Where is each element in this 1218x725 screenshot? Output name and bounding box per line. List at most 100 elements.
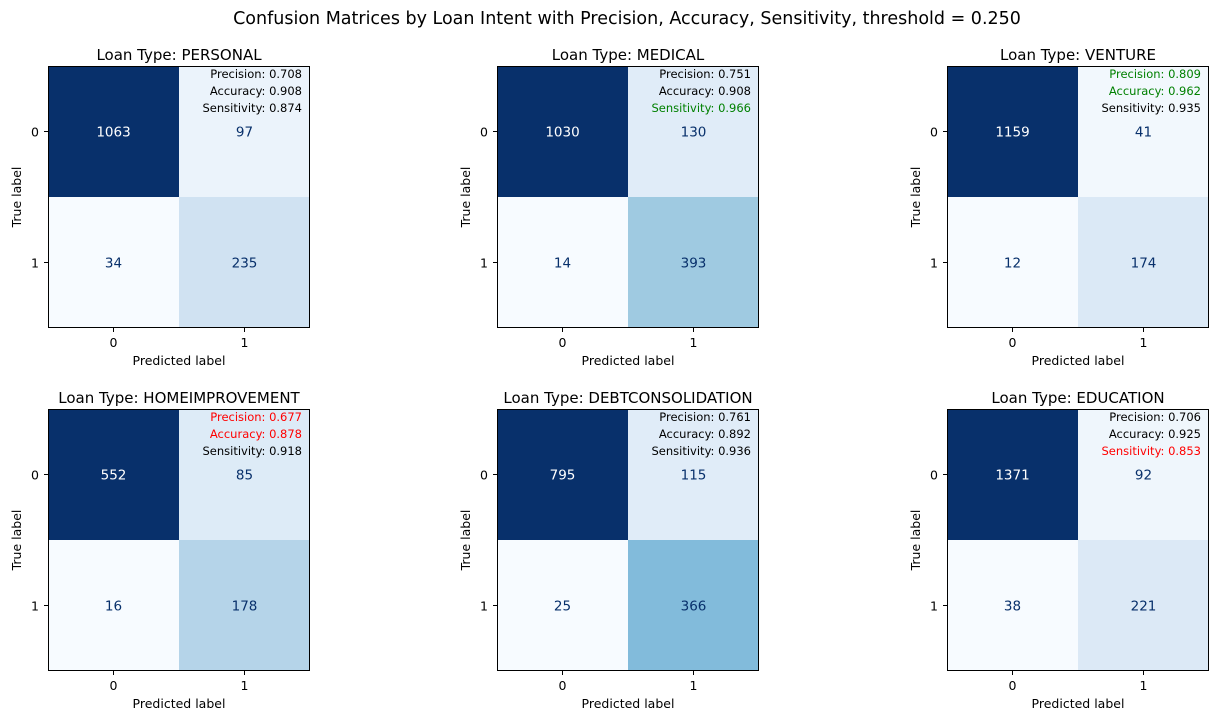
panel-title: Loan Type: PERSONAL — [96, 46, 262, 64]
matrix-cell — [628, 66, 759, 197]
x-axis-label: Predicted label — [582, 353, 675, 368]
metric-label: Sensitivity: 0.935 — [1102, 101, 1202, 115]
y-tick-label: 0 — [31, 468, 39, 483]
matrix-cell — [48, 409, 179, 540]
matrix-cell — [497, 540, 628, 671]
panel-frame — [947, 66, 1209, 328]
confusion-panel: Loan Type: MEDICAL 1030 130 14 393 0 0 1 1 Predic… — [458, 46, 759, 368]
cell-value-label: 221 — [1131, 599, 1157, 615]
y-tick-label: 0 — [31, 125, 39, 140]
confusion-panel: Loan Type: PERSONAL 1063 97 34 235 0 0 1 1 Predic… — [9, 46, 310, 368]
y-axis-label: True label — [908, 167, 923, 229]
y-tick-label: 1 — [930, 256, 938, 271]
y-axis-label: True label — [458, 510, 473, 572]
x-tick-label: 0 — [1009, 335, 1017, 350]
panel-title: Loan Type: MEDICAL — [552, 46, 705, 64]
x-tick-label: 0 — [110, 335, 118, 350]
metric-label: Precision: 0.677 — [210, 410, 302, 424]
x-tick-label: 1 — [241, 335, 249, 350]
matrix-cell — [947, 540, 1078, 671]
metric-label: Accuracy: 0.878 — [210, 427, 302, 441]
cell-value-label: 1159 — [995, 125, 1029, 141]
x-tick-label: 0 — [559, 678, 567, 693]
cell-value-label: 16 — [105, 599, 122, 615]
cell-value-label: 174 — [1131, 256, 1157, 272]
y-axis-label: True label — [9, 510, 24, 572]
metric-label: Accuracy: 0.892 — [659, 427, 751, 441]
metric-label: Precision: 0.809 — [1109, 67, 1201, 81]
cell-value-label: 235 — [232, 256, 258, 272]
cell-value-label: 366 — [681, 599, 707, 615]
x-tick-label: 0 — [110, 678, 118, 693]
cell-value-label: 34 — [105, 256, 122, 272]
y-tick-label: 1 — [480, 599, 488, 614]
cell-value-label: 97 — [236, 125, 253, 141]
panel-title: Loan Type: HOMEIMPROVEMENT — [58, 389, 300, 407]
panel-frame — [497, 66, 759, 328]
metric-label: Precision: 0.706 — [1109, 410, 1201, 424]
matrix-cell — [48, 197, 179, 328]
cell-value-label: 85 — [236, 468, 253, 484]
metric-label: Sensitivity: 0.853 — [1102, 444, 1202, 458]
panel-frame — [497, 409, 759, 671]
matrix-cell — [1078, 540, 1209, 671]
cell-value-label: 38 — [1004, 599, 1021, 615]
metric-label: Accuracy: 0.908 — [210, 84, 302, 98]
panel-title: Loan Type: DEBTCONSOLIDATION — [503, 389, 752, 407]
matrix-cell — [48, 540, 179, 671]
y-axis-label: True label — [908, 510, 923, 572]
panel-title: Loan Type: VENTURE — [1000, 46, 1156, 64]
y-tick-label: 0 — [480, 468, 488, 483]
confusion-panel: Loan Type: HOMEIMPROVEMENT 552 85 16 178 0 0 1 1… — [9, 389, 310, 711]
matrix-cell — [1078, 197, 1209, 328]
x-axis-label: Predicted label — [1032, 353, 1125, 368]
panel-frame — [48, 66, 310, 328]
cell-value-label: 92 — [1135, 468, 1152, 484]
x-tick-label: 1 — [241, 678, 249, 693]
x-axis-label: Predicted label — [1032, 696, 1125, 711]
cell-value-label: 130 — [681, 125, 707, 141]
y-tick-label: 1 — [31, 256, 39, 271]
y-tick-label: 1 — [930, 599, 938, 614]
x-axis-label: Predicted label — [582, 696, 675, 711]
matrix-cell — [947, 197, 1078, 328]
y-tick-label: 0 — [480, 125, 488, 140]
matrix-cell — [628, 197, 759, 328]
x-tick-label: 0 — [559, 335, 567, 350]
metric-label: Accuracy: 0.908 — [659, 84, 751, 98]
cell-value-label: 393 — [681, 256, 707, 272]
cell-value-label: 1371 — [995, 468, 1029, 484]
matrix-cell — [628, 540, 759, 671]
metric-label: Sensitivity: 0.966 — [652, 101, 752, 115]
matrix-cell — [947, 66, 1078, 197]
y-tick-label: 0 — [930, 125, 938, 140]
cell-value-label: 115 — [681, 468, 707, 484]
metric-label: Precision: 0.751 — [659, 67, 751, 81]
metric-label: Sensitivity: 0.918 — [203, 444, 303, 458]
y-tick-label: 1 — [31, 599, 39, 614]
cell-value-label: 795 — [550, 468, 576, 484]
confusion-panel: Loan Type: VENTURE 1159 41 12 174 0 0 1 1 Predict… — [908, 46, 1209, 368]
matrix-cell — [628, 409, 759, 540]
y-axis-label: True label — [458, 167, 473, 229]
matrix-cell — [179, 197, 310, 328]
matrix-cell — [497, 197, 628, 328]
matrix-cell — [497, 409, 628, 540]
x-axis-label: Predicted label — [133, 353, 226, 368]
matrix-cell — [1078, 66, 1209, 197]
matrix-cell — [48, 66, 179, 197]
metric-label: Sensitivity: 0.936 — [652, 444, 752, 458]
matrix-cell — [179, 66, 310, 197]
panel-grid: Loan Type: PERSONAL 1063 97 34 235 0 0 1 1 Predic… — [9, 46, 1209, 711]
panel-frame — [947, 409, 1209, 671]
figure-title: Confusion Matrices by Loan Intent with P… — [233, 9, 1021, 29]
x-tick-label: 1 — [1140, 678, 1148, 693]
matrix-cell — [179, 540, 310, 671]
confusion-panel: Loan Type: DEBTCONSOLIDATION 795 115 25 366 0… — [458, 389, 759, 711]
matrix-cell — [947, 409, 1078, 540]
confusion-panel: Loan Type: EDUCATION 1371 92 38 221 0 0 1 1 Predi… — [908, 389, 1209, 711]
matrix-cell — [179, 409, 310, 540]
cell-value-label: 1030 — [545, 125, 579, 141]
x-tick-label: 1 — [1140, 335, 1148, 350]
